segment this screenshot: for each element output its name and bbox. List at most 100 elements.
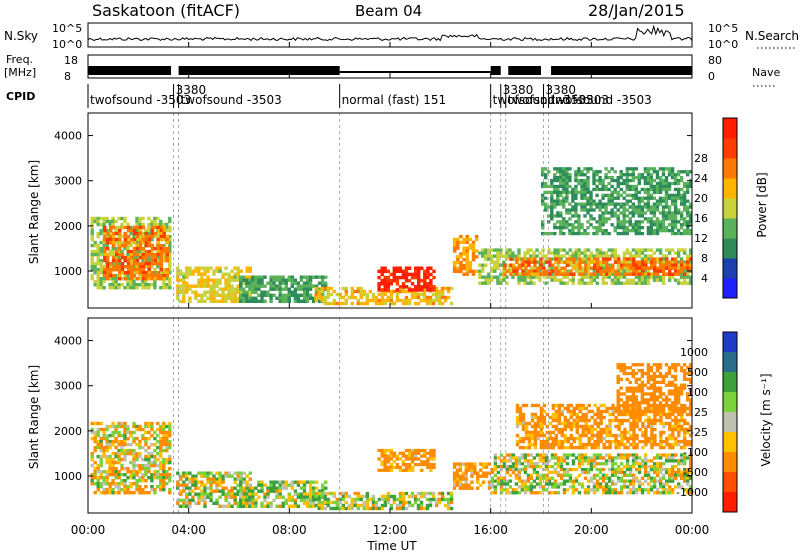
data-cell: [197, 472, 200, 475]
data-cell: [467, 484, 470, 487]
data-cell: [97, 223, 100, 226]
data-cell: [553, 191, 556, 194]
data-cell: [574, 170, 577, 173]
data-cell: [94, 217, 97, 220]
colorbar-tick-label: 12: [694, 232, 708, 245]
data-cell: [653, 485, 656, 488]
data-cell: [602, 488, 605, 491]
data-cell: [438, 296, 441, 299]
data-cell: [647, 254, 650, 257]
data-cell: [500, 453, 503, 456]
data-cell: [218, 267, 221, 270]
data-cell: [475, 255, 479, 258]
data-cell: [377, 288, 380, 292]
data-cell: [251, 493, 254, 496]
data-cell: [315, 495, 318, 498]
data-cell: [432, 299, 435, 302]
data-cell: [153, 449, 156, 452]
data-cell: [453, 472, 456, 475]
data-cell: [555, 410, 558, 413]
data-cell: [650, 194, 653, 197]
data-cell: [390, 463, 393, 466]
data-cell: [578, 279, 581, 282]
data-cell: [671, 474, 674, 477]
data-cell: [230, 270, 233, 273]
data-cell: [519, 416, 522, 419]
data-cell: [105, 440, 108, 443]
data-cell: [234, 487, 237, 490]
data-cell: [526, 248, 529, 251]
data-cell: [438, 498, 441, 501]
data-cell: [668, 485, 671, 488]
data-cell: [387, 501, 390, 504]
data-cell: [300, 285, 303, 288]
data-cell: [203, 493, 206, 496]
data-cell: [111, 223, 114, 226]
data-cell: [641, 282, 644, 285]
data-cell: [159, 455, 162, 458]
data-cell: [336, 302, 339, 305]
data-cell: [617, 276, 620, 279]
data-cell: [294, 502, 297, 505]
data-cell: [126, 476, 129, 479]
data-cell: [111, 467, 114, 470]
data-cell: [583, 232, 586, 235]
data-cell: [141, 467, 144, 470]
data-cell: [168, 467, 171, 470]
data-cell: [585, 413, 588, 416]
data-cell: [237, 472, 240, 475]
data-cell: [647, 170, 650, 173]
data-cell: [450, 495, 453, 498]
data-cell: [638, 176, 641, 179]
data-cell: [582, 416, 585, 419]
data-cell: [665, 248, 668, 251]
data-cell: [580, 203, 583, 206]
data-cell: [604, 229, 607, 232]
data-cell: [493, 261, 496, 264]
data-cell: [578, 465, 581, 468]
data-cell: [159, 452, 162, 455]
data-cell: [411, 492, 414, 495]
data-cell: [108, 434, 111, 437]
data-cell: [563, 491, 566, 494]
data-cell: [550, 182, 553, 185]
data-cell: [607, 217, 610, 220]
data-cell: [590, 488, 593, 491]
data-cell: [245, 291, 248, 294]
data-cell: [123, 488, 126, 491]
data-cell: [282, 481, 285, 484]
data-cell: [117, 452, 120, 455]
data-cell: [126, 425, 129, 428]
data-cell: [390, 469, 393, 472]
data-cell: [552, 413, 555, 416]
data-cell: [381, 460, 384, 463]
data-cell: [570, 416, 573, 419]
data-cell: [450, 287, 453, 290]
data-cell: [602, 456, 605, 459]
data-cell: [396, 282, 399, 286]
data-cell: [632, 279, 635, 282]
data-cell: [111, 488, 114, 491]
data-cell: [248, 288, 251, 291]
data-cell: [638, 264, 641, 267]
data-cell: [476, 472, 479, 475]
data-cell: [288, 279, 291, 282]
data-cell: [656, 205, 659, 208]
data-cell: [118, 259, 121, 262]
data-cell: [429, 501, 432, 504]
data-cell: [179, 273, 182, 276]
data-cell: [593, 485, 596, 488]
data-cell: [372, 507, 375, 510]
data-cell: [182, 273, 185, 276]
data-cell: [248, 484, 251, 487]
data-cell: [91, 220, 94, 223]
data-cell: [200, 282, 203, 285]
data-cell: [566, 282, 569, 285]
data-cell: [623, 226, 626, 229]
data-cell: [429, 492, 432, 495]
data-cell: [106, 262, 109, 265]
data-cell: [185, 276, 188, 279]
data-cell: [147, 452, 150, 455]
data-cell: [100, 262, 103, 265]
data-cell: [525, 422, 528, 425]
